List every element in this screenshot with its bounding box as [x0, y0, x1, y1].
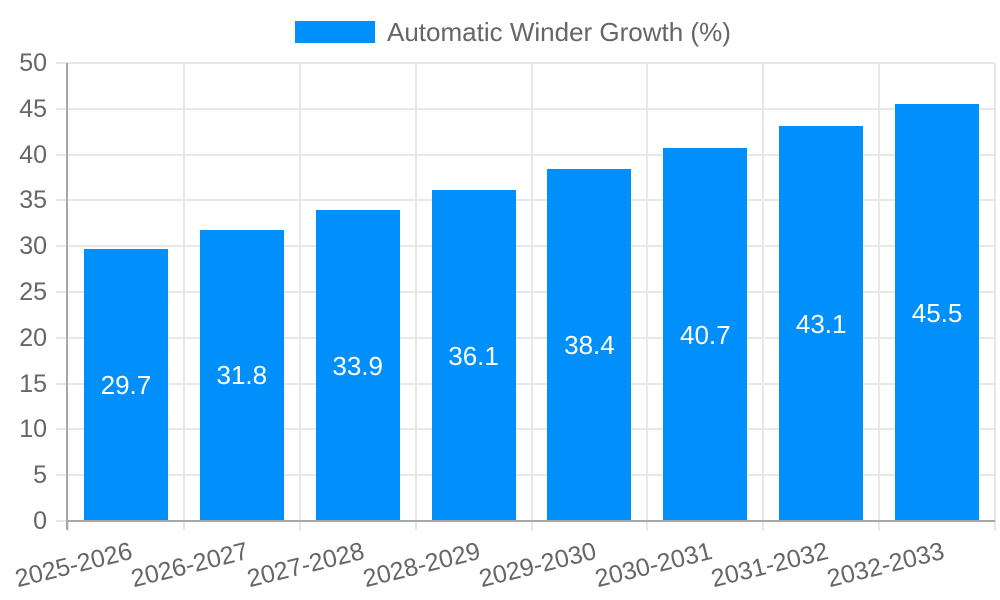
y-gridline [56, 107, 995, 110]
legend-label: Automatic Winder Growth (%) [387, 17, 731, 47]
x-gridline [298, 63, 301, 531]
bar-2031-2032[interactable]: 43.1 [779, 126, 864, 521]
bar-2027-2028[interactable]: 33.9 [315, 210, 400, 521]
y-axis-line [66, 63, 68, 530]
x-tick-label: 2029-2030 [476, 537, 599, 594]
x-tick-label: 2025-2026 [12, 537, 136, 594]
y-tick-label: 5 [33, 461, 47, 490]
y-gridline [56, 336, 995, 339]
x-axis-line [66, 520, 995, 522]
x-tick-label: 2026-2027 [128, 537, 252, 594]
bar-2025-2026[interactable]: 29.7 [83, 248, 168, 521]
y-tick-label: 35 [19, 186, 47, 215]
y-gridline [56, 199, 995, 202]
bar-value-label: 40.7 [680, 319, 731, 350]
legend-item[interactable]: Automatic Winder Growth (%) [295, 19, 731, 45]
bar-value-label: 36.1 [448, 340, 499, 371]
bar-value-label: 33.9 [332, 350, 383, 381]
y-tick-label: 30 [19, 232, 47, 261]
x-gridline [762, 63, 765, 531]
bar-value-label: 43.1 [795, 308, 847, 339]
y-gridline [56, 291, 995, 293]
bar-value-label: 29.7 [100, 369, 152, 400]
y-gridline [56, 62, 995, 64]
bar-2030-2031[interactable]: 40.7 [663, 148, 748, 521]
x-gridline [646, 63, 649, 531]
x-tick-label: 2028-2029 [360, 537, 484, 594]
bar-2028-2029[interactable]: 36.1 [431, 190, 516, 521]
y-gridline [56, 382, 995, 385]
plot-area: 29.7 31.8 33.9 36.1 38.4 40.7 43.1 45.5 [56, 62, 996, 531]
x-tick-label: 2030-2031 [592, 537, 715, 594]
x-tick-label: 2031-2032 [707, 537, 831, 594]
x-tick-label: 2027-2028 [244, 537, 368, 594]
y-tick-label: 10 [19, 415, 47, 444]
x-gridline [994, 63, 996, 531]
y-tick-label: 15 [19, 369, 47, 398]
y-gridline [56, 428, 995, 431]
legend-swatch-icon [295, 21, 375, 43]
y-gridline [56, 474, 995, 477]
x-tick-label: 2032-2033 [823, 537, 947, 594]
bar-value-label: 45.5 [911, 297, 963, 328]
bar-2032-2033[interactable]: 45.5 [895, 104, 980, 521]
y-tick-label: 0 [33, 507, 47, 535]
x-gridline [530, 63, 533, 531]
y-tick-label: 40 [19, 140, 47, 169]
x-gridline [414, 63, 417, 531]
y-tick-label: 45 [19, 94, 47, 123]
y-tick-label: 50 [19, 49, 47, 77]
bar-value-label: 31.8 [216, 360, 268, 391]
x-tick-stub [67, 521, 69, 531]
y-tick-label: 20 [19, 323, 47, 352]
x-gridline [878, 63, 881, 531]
bar-2029-2030[interactable]: 38.4 [547, 169, 632, 521]
y-gridline [56, 153, 995, 156]
x-gridline [182, 63, 185, 531]
bar-2026-2027[interactable]: 31.8 [199, 229, 284, 521]
y-tick-label: 25 [19, 278, 47, 306]
bar-value-label: 38.4 [564, 330, 615, 361]
y-gridline [56, 245, 995, 248]
